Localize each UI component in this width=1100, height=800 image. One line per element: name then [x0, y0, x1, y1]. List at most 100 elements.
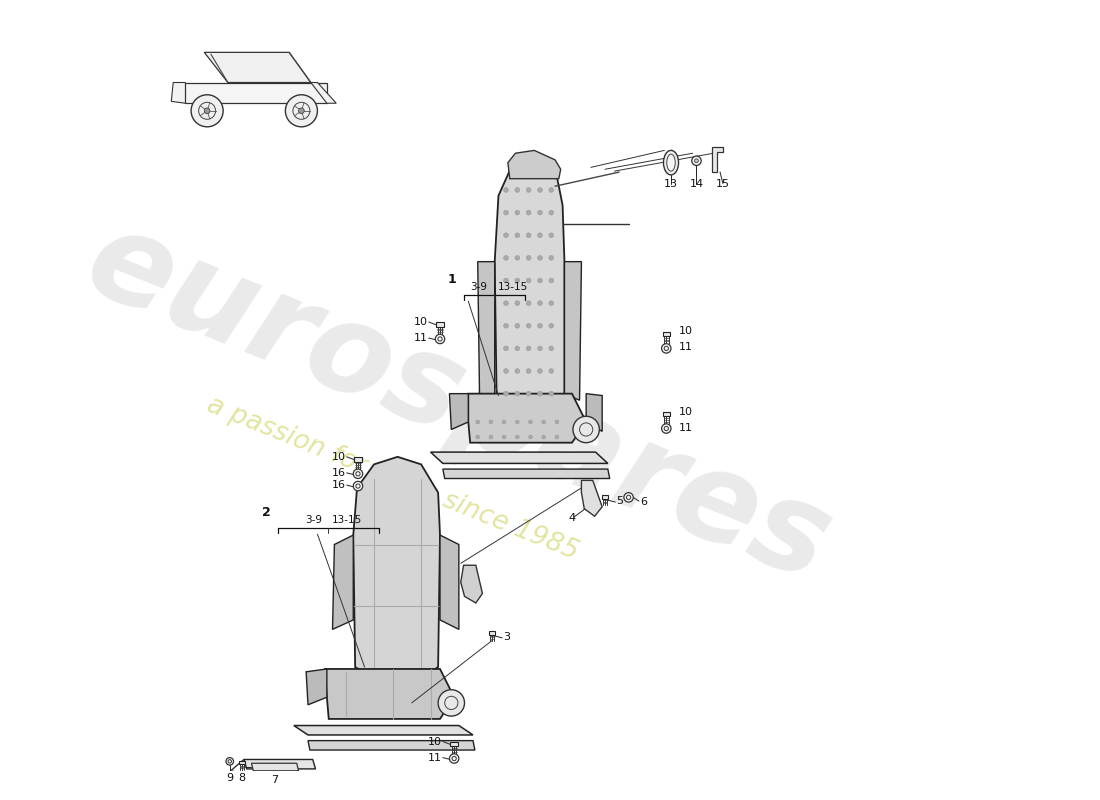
- Text: 1: 1: [448, 273, 456, 286]
- Polygon shape: [244, 759, 316, 769]
- Circle shape: [624, 493, 634, 502]
- Circle shape: [538, 323, 542, 328]
- Circle shape: [503, 435, 506, 439]
- Circle shape: [526, 391, 531, 396]
- Polygon shape: [461, 566, 483, 603]
- Circle shape: [356, 472, 360, 476]
- Circle shape: [538, 391, 542, 396]
- Circle shape: [503, 420, 506, 424]
- Ellipse shape: [667, 154, 675, 171]
- Circle shape: [556, 435, 559, 439]
- Text: 7: 7: [272, 775, 278, 786]
- Circle shape: [538, 369, 542, 374]
- Polygon shape: [477, 262, 495, 400]
- Circle shape: [504, 301, 508, 306]
- Text: 5: 5: [616, 496, 624, 506]
- Circle shape: [504, 255, 508, 260]
- Polygon shape: [586, 394, 602, 431]
- Circle shape: [298, 108, 305, 114]
- Circle shape: [490, 435, 493, 439]
- Text: 11: 11: [679, 342, 693, 353]
- Circle shape: [538, 188, 542, 192]
- Polygon shape: [450, 394, 469, 430]
- Text: 10: 10: [414, 317, 428, 327]
- Ellipse shape: [663, 150, 679, 175]
- Circle shape: [538, 255, 542, 260]
- Circle shape: [490, 420, 493, 424]
- Circle shape: [450, 754, 459, 763]
- Circle shape: [515, 391, 519, 396]
- Text: 13-15: 13-15: [332, 515, 362, 525]
- Circle shape: [526, 233, 531, 238]
- Circle shape: [538, 233, 542, 238]
- Circle shape: [436, 334, 444, 344]
- Circle shape: [549, 323, 553, 328]
- Circle shape: [692, 156, 701, 166]
- Circle shape: [293, 102, 310, 119]
- Circle shape: [627, 495, 630, 499]
- Text: 13-15: 13-15: [498, 282, 528, 292]
- Text: 10: 10: [428, 737, 442, 746]
- FancyBboxPatch shape: [354, 457, 362, 462]
- Text: 11: 11: [428, 753, 442, 762]
- Circle shape: [228, 760, 231, 763]
- Circle shape: [529, 420, 532, 424]
- Circle shape: [515, 323, 519, 328]
- Circle shape: [549, 255, 553, 260]
- Circle shape: [515, 188, 519, 192]
- Polygon shape: [332, 535, 353, 630]
- Circle shape: [199, 102, 216, 119]
- Circle shape: [529, 435, 532, 439]
- Circle shape: [694, 159, 698, 162]
- Circle shape: [526, 323, 531, 328]
- FancyBboxPatch shape: [239, 761, 245, 764]
- Text: 2: 2: [262, 506, 271, 519]
- Circle shape: [226, 758, 233, 765]
- Polygon shape: [311, 82, 337, 103]
- FancyBboxPatch shape: [662, 412, 670, 417]
- Text: 4: 4: [569, 513, 575, 523]
- Polygon shape: [205, 52, 311, 82]
- Circle shape: [452, 757, 456, 761]
- Text: 10: 10: [332, 452, 345, 462]
- Text: 3-9: 3-9: [305, 515, 321, 525]
- Circle shape: [205, 108, 210, 114]
- Polygon shape: [186, 82, 327, 103]
- Circle shape: [504, 210, 508, 215]
- Text: 10: 10: [679, 406, 693, 417]
- Circle shape: [526, 255, 531, 260]
- Circle shape: [438, 337, 442, 341]
- Circle shape: [353, 469, 363, 478]
- Circle shape: [580, 423, 593, 436]
- Circle shape: [538, 301, 542, 306]
- Circle shape: [526, 278, 531, 283]
- Text: 13: 13: [664, 179, 678, 190]
- Text: a passion for parts since 1985: a passion for parts since 1985: [204, 392, 582, 565]
- Text: eurospares: eurospares: [69, 199, 848, 607]
- Polygon shape: [440, 535, 459, 630]
- Circle shape: [549, 346, 553, 350]
- Circle shape: [556, 420, 559, 424]
- Circle shape: [526, 346, 531, 350]
- Circle shape: [515, 210, 519, 215]
- Circle shape: [504, 391, 508, 396]
- Circle shape: [549, 188, 553, 192]
- Text: 15: 15: [716, 179, 730, 190]
- Circle shape: [549, 369, 553, 374]
- Circle shape: [542, 435, 546, 439]
- Polygon shape: [508, 150, 561, 178]
- Circle shape: [538, 346, 542, 350]
- Circle shape: [516, 420, 519, 424]
- Circle shape: [515, 369, 519, 374]
- Circle shape: [549, 391, 553, 396]
- FancyBboxPatch shape: [662, 332, 670, 336]
- Polygon shape: [252, 763, 298, 770]
- Polygon shape: [582, 480, 602, 516]
- Text: 11: 11: [414, 333, 428, 343]
- Circle shape: [526, 301, 531, 306]
- Circle shape: [504, 346, 508, 350]
- Circle shape: [191, 94, 223, 127]
- Circle shape: [664, 426, 669, 430]
- Circle shape: [664, 346, 669, 350]
- Circle shape: [356, 484, 360, 488]
